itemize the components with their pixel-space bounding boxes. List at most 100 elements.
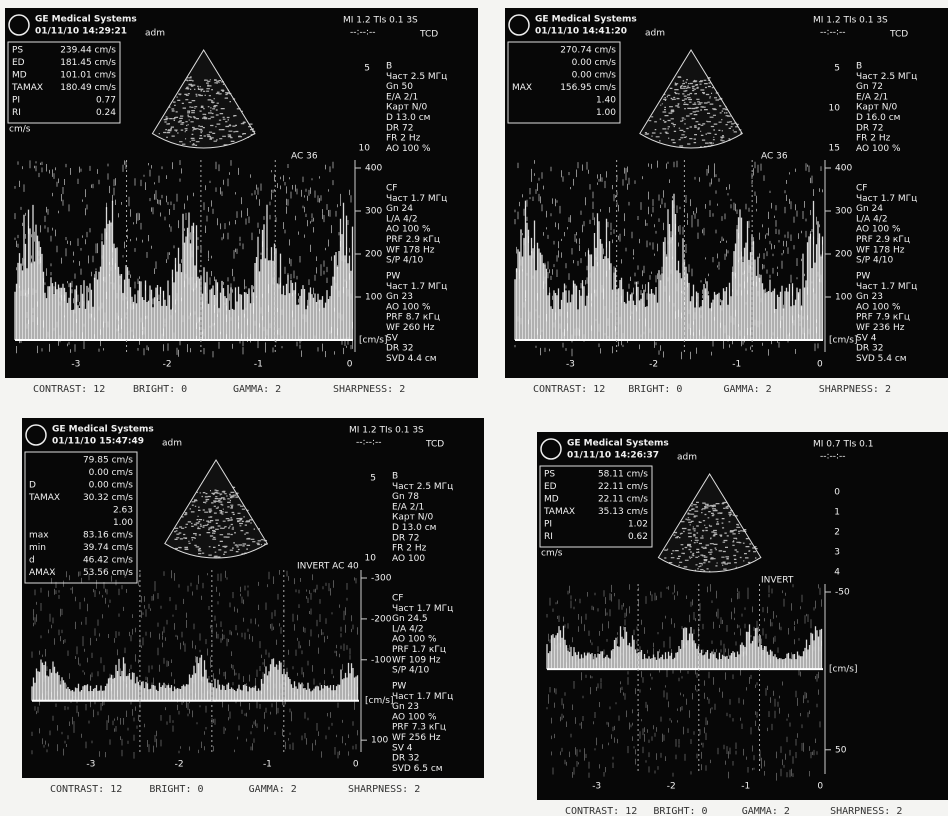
measurement-value: 22.11 cm/s xyxy=(598,482,648,492)
measurement-label: max xyxy=(29,531,49,541)
measurement-value: 58.11 cm/s xyxy=(598,470,648,480)
measurement-value: 39.74 cm/s xyxy=(83,543,133,553)
setting-line: AO 100 % xyxy=(386,225,431,235)
measurement-value: 30.32 cm/s xyxy=(83,493,133,503)
measurement-label: PI xyxy=(12,96,20,106)
datetime: 01/11/10 14:41:20 xyxy=(535,27,627,37)
setting-line: DR 32 xyxy=(856,344,884,354)
mi-tis: MI 1.2 TIs 0.1 3S xyxy=(813,16,888,26)
scale-label: -200 xyxy=(371,614,392,624)
setting-line: D 13.0 см xyxy=(386,113,430,123)
setting-line: DR 32 xyxy=(392,754,420,764)
setting-line: Gn 23 xyxy=(392,702,419,712)
setting-line: AO 100 % xyxy=(392,712,437,722)
mi-tis: MI 1.2 TIs 0.1 3S xyxy=(349,426,424,436)
setting-line: DR 72 xyxy=(392,533,420,543)
setting-line: L/A 4/2 xyxy=(392,624,424,634)
time-label: -1 xyxy=(741,782,750,792)
time-label: -2 xyxy=(163,360,172,370)
setting-line: AO 100 % xyxy=(856,225,901,235)
annotation: INVERT xyxy=(761,576,794,586)
time-label: -1 xyxy=(254,360,263,370)
measurement-label: ED xyxy=(544,482,557,492)
footer-setting: BRIGHT: 0 xyxy=(653,806,707,816)
footer-setting: GAMMA: 2 xyxy=(249,784,297,795)
setting-line: PW xyxy=(856,272,870,282)
depth-label: 10 xyxy=(829,104,841,114)
setting-line: WF 109 Hz xyxy=(392,655,441,665)
setting-line: FR 2 Hz xyxy=(392,544,427,554)
setting-line: Част 1.7 МГц xyxy=(856,194,917,204)
footer-setting: BRIGHT: 0 xyxy=(133,384,187,395)
mode: TCD xyxy=(425,440,444,450)
scale-label: 100 xyxy=(371,736,388,746)
measurement-label: MD xyxy=(12,71,27,81)
setting-line: B xyxy=(392,472,398,482)
scale-label: 200 xyxy=(365,250,382,260)
measurement-value: 0.62 xyxy=(628,532,648,542)
depth-label: 5 xyxy=(364,64,370,74)
measurement-value: 1.40 xyxy=(596,96,616,106)
setting-line: E/A 2/1 xyxy=(392,502,424,512)
setting-line: Част 2.5 МГц xyxy=(856,72,917,82)
setting-line: D 16.0 см xyxy=(856,113,900,123)
scale-unit: [cm/s] xyxy=(359,336,387,346)
setting-line: FR 2 Hz xyxy=(856,134,891,144)
time-label: 0 xyxy=(817,782,823,792)
measurement-value: 1.00 xyxy=(113,518,133,528)
time-label: 0 xyxy=(353,760,359,770)
scale-label: 100 xyxy=(835,293,852,303)
measurement-label: d xyxy=(29,556,35,566)
measurement-value: 0.24 xyxy=(96,108,116,118)
setting-line: PRF 7.3 кГц xyxy=(392,723,446,733)
scale-label: 200 xyxy=(835,250,852,260)
measurement-value: 0.77 xyxy=(96,96,116,106)
setting-line: Карт N/0 xyxy=(386,103,427,113)
setting-line: SVD 4.4 см xyxy=(386,354,437,364)
setting-line: Gn 72 xyxy=(856,82,883,92)
measurement-value: 46.42 cm/s xyxy=(83,556,133,566)
setting-line: Gn 24 xyxy=(856,204,883,214)
setting-line: Gn 23 xyxy=(386,292,413,302)
setting-line: Карт N/0 xyxy=(392,513,433,523)
setting-line: CF xyxy=(392,594,403,604)
measurement-value: 83.16 cm/s xyxy=(83,531,133,541)
setting-line: AO 100 xyxy=(392,554,425,564)
time-label: -1 xyxy=(263,760,272,770)
user: adm xyxy=(645,29,665,39)
measurement-label: MD xyxy=(544,495,559,505)
datetime: 01/11/10 15:47:49 xyxy=(52,437,144,447)
ultrasound-panel: GE Medical Systems01/11/10 15:47:49admMI… xyxy=(22,418,484,778)
setting-line: SV xyxy=(386,333,399,343)
depth-label: 10 xyxy=(359,144,371,154)
setting-line: PRF 2.9 кГц xyxy=(856,235,910,245)
setting-line: WF 256 Hz xyxy=(392,733,441,743)
setting-line: AO 100 % xyxy=(856,302,901,312)
scale-label: -50 xyxy=(835,588,850,598)
datetime: 01/11/10 14:26:37 xyxy=(567,451,659,461)
scale-label: -300 xyxy=(371,574,392,584)
time-label: -3 xyxy=(592,782,601,792)
footer-setting: CONTRAST: 12 xyxy=(33,384,105,395)
setting-line: SVD 5.4 см xyxy=(856,354,907,364)
setting-line: B xyxy=(856,62,862,72)
footer-setting: CONTRAST: 12 xyxy=(565,806,637,816)
setting-line: PW xyxy=(392,682,406,692)
user: adm xyxy=(145,29,165,39)
measurement-value: 1.00 xyxy=(596,108,616,118)
brand: GE Medical Systems xyxy=(567,439,669,449)
measurement-label: RI xyxy=(544,532,553,542)
measurement-value: 22.11 cm/s xyxy=(598,495,648,505)
setting-line: PW xyxy=(386,272,400,282)
footer-setting: SHARPNESS: 2 xyxy=(333,384,405,395)
setting-line: PRF 7.9 кГц xyxy=(856,313,910,323)
setting-line: WF 178 Hz xyxy=(856,245,905,255)
scale-label: 400 xyxy=(835,164,852,174)
setting-line: CF xyxy=(856,184,867,194)
footer-setting: CONTRAST: 12 xyxy=(533,384,605,395)
measurement-value: 0.00 cm/s xyxy=(89,481,134,491)
time-label: -2 xyxy=(649,360,658,370)
depth-label: 2 xyxy=(834,528,840,538)
setting-line: Gn 23 xyxy=(856,292,883,302)
measurement-label: AMAX xyxy=(29,568,55,578)
